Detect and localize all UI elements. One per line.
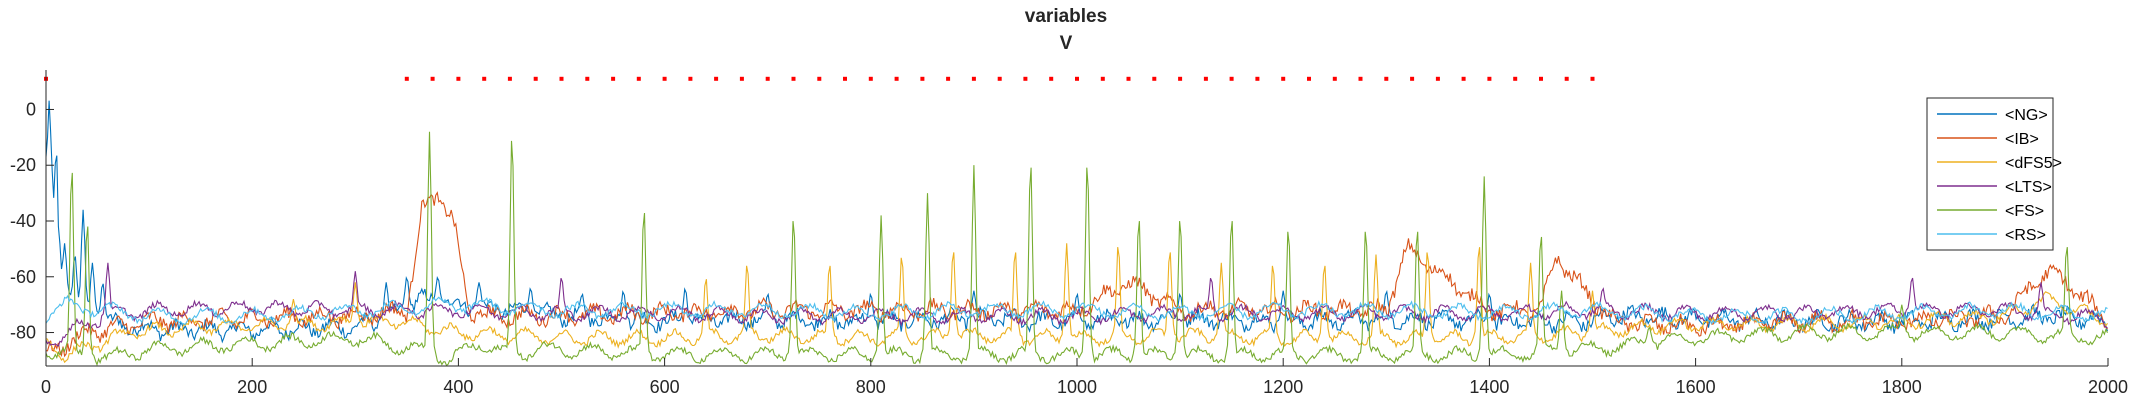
legend: <NG> <IB> <dFS5> <LTS> <FS> <RS>	[1926, 97, 2062, 251]
series-line-ng	[46, 100, 2108, 344]
series-line-ib	[46, 191, 2108, 358]
marker-point	[1384, 76, 1389, 81]
marker-point	[1564, 76, 1569, 81]
marker-point	[1049, 76, 1054, 81]
marker-point	[611, 76, 616, 81]
marker-point	[843, 76, 847, 81]
marker-point	[636, 76, 641, 81]
y-tick-label: -60	[10, 267, 36, 287]
x-tick-label: 1000	[1057, 377, 1097, 397]
marker-point	[765, 76, 770, 81]
marker-point	[559, 76, 564, 81]
marker-point	[404, 76, 409, 81]
marker-point	[997, 76, 1002, 81]
x-tick-label: 1800	[1882, 377, 1922, 397]
series-line-lts	[46, 262, 2108, 347]
marker-point	[585, 76, 590, 81]
x-tick-label: 1600	[1676, 377, 1716, 397]
marker-row	[44, 76, 1595, 81]
marker-point	[1229, 76, 1234, 81]
marker-point	[507, 76, 512, 81]
marker-point	[1590, 76, 1595, 81]
marker-point	[1255, 76, 1260, 81]
x-tick-label: 600	[650, 377, 680, 397]
x-tick-label: 1400	[1469, 377, 1509, 397]
marker-point	[456, 76, 461, 81]
marker-point	[971, 76, 976, 81]
y-tick-label: -80	[10, 323, 36, 343]
marker-point	[1023, 76, 1028, 81]
marker-point	[1513, 76, 1518, 81]
plot-area	[44, 76, 2108, 366]
legend-label: <FS>	[2005, 203, 2044, 220]
marker-point	[1100, 76, 1105, 81]
x-tick-label: 800	[856, 377, 886, 397]
marker-point	[920, 76, 925, 81]
marker-point	[662, 76, 667, 81]
marker-point	[1358, 76, 1363, 81]
marker-point	[946, 76, 951, 81]
series-line-dfs5	[46, 243, 2108, 364]
marker-point	[1203, 76, 1208, 81]
chart-subtitle: V	[1060, 33, 1073, 54]
marker-point	[1487, 76, 1492, 81]
legend-box	[1926, 97, 2054, 251]
marker-point	[1126, 76, 1131, 81]
marker-point	[1410, 76, 1415, 81]
legend-label: <dFS5>	[2005, 155, 2062, 172]
marker-point	[1461, 76, 1466, 81]
marker-point	[1178, 76, 1183, 81]
marker-point	[1332, 76, 1337, 81]
marker-point	[430, 76, 435, 81]
x-tick-label: 400	[443, 377, 473, 397]
marker-point	[817, 76, 822, 81]
legend-label: <NG>	[2005, 107, 2048, 124]
chart-title: variables	[1025, 6, 1107, 27]
marker-point	[894, 76, 899, 81]
legend-label: <IB>	[2005, 131, 2039, 148]
series-line-rs	[46, 294, 2108, 326]
x-tick-label: 0	[41, 377, 51, 397]
marker-point	[688, 76, 693, 81]
y-tick-label: -20	[10, 155, 36, 175]
marker-point	[714, 76, 719, 81]
marker-point	[868, 76, 873, 81]
x-tick-label: 1200	[1263, 377, 1303, 397]
marker-point	[1307, 76, 1311, 81]
legend-label: <LTS>	[2005, 179, 2052, 196]
marker-point	[1075, 76, 1079, 81]
y-tick-label: -40	[10, 211, 36, 231]
marker-point	[739, 76, 744, 81]
marker-point	[482, 76, 487, 81]
x-tick-label: 2000	[2088, 377, 2128, 397]
marker-point	[1281, 76, 1286, 81]
series-line-fs	[46, 131, 2108, 366]
legend-label: <RS>	[2005, 227, 2046, 244]
series-group	[46, 100, 2108, 366]
marker-point	[791, 76, 796, 81]
axes: 0 200 400 600 800 1000 1200 1400 1600 1800 2000 0 -2…	[10, 70, 2128, 397]
marker-point	[533, 76, 538, 81]
marker-point	[1539, 76, 1543, 81]
x-tick-label: 200	[237, 377, 267, 397]
marker-point	[1435, 76, 1440, 81]
marker-point	[1152, 76, 1157, 81]
y-tick-label: 0	[26, 99, 36, 119]
